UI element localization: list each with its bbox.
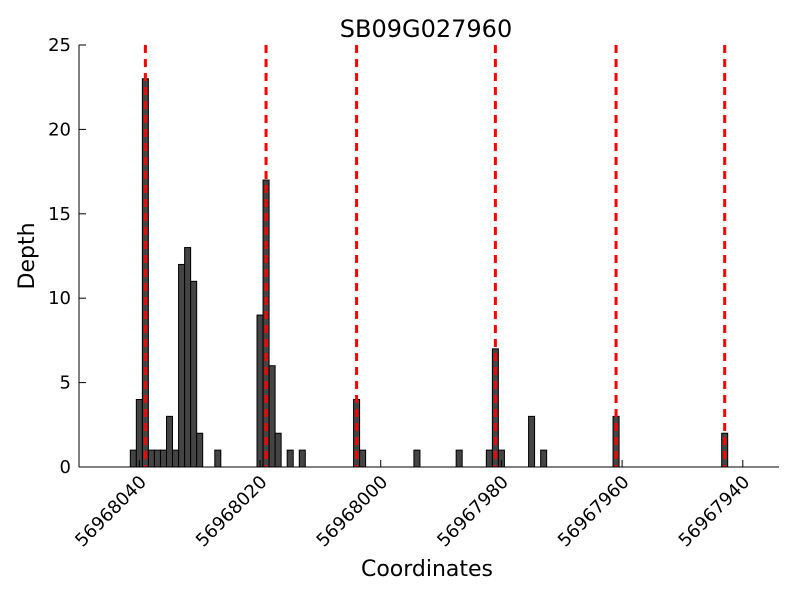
- x-tick-label-2: 56968000: [313, 472, 393, 552]
- depth-bar-5: [159, 449, 168, 468]
- depth-bar-16: [274, 432, 282, 468]
- depth-bar-13: [256, 314, 264, 468]
- y-tick-label-4: 20: [48, 119, 71, 140]
- depth-bar-8: [178, 263, 186, 468]
- depth-bar-22: [455, 449, 463, 468]
- depth-bar-15: [268, 365, 276, 468]
- depth-bar-27: [540, 449, 548, 468]
- y-tick-label-5: 25: [48, 35, 71, 56]
- axes-layer: 0 5 10 15 20 25 56968040 56968020 56968000 569679…: [48, 35, 779, 551]
- y-axis-label: Depth: [15, 222, 40, 289]
- x-tick-label-3: 56967980: [433, 472, 513, 552]
- depth-bar-6: [166, 415, 174, 468]
- y-tick-label-0: 0: [60, 457, 71, 478]
- bars-layer: [129, 78, 729, 468]
- x-tick-label-0: 56968040: [71, 472, 151, 552]
- depth-bar-3: [147, 449, 155, 468]
- x-tick-label-4: 56967960: [554, 472, 634, 552]
- depth-bar-12: [214, 449, 222, 468]
- depth-bar-21: [413, 449, 421, 468]
- x-axis-label: Coordinates: [361, 557, 493, 582]
- y-tick-label-1: 5: [60, 373, 71, 394]
- depth-bar-9: [184, 247, 192, 468]
- vlines-layer: [143, 45, 727, 467]
- depth-bar-1: [135, 398, 143, 468]
- depth-bar-0: [129, 449, 137, 468]
- y-tick-label-3: 15: [48, 204, 71, 225]
- depth-bar-26: [528, 415, 536, 468]
- depth-bar-23: [485, 449, 493, 468]
- depth-bar-4: [153, 449, 161, 468]
- y-tick-label-2: 10: [48, 288, 71, 309]
- x-tick-label-1: 56968020: [192, 472, 272, 552]
- depth-bar-7: [172, 449, 180, 468]
- depth-bar-20: [359, 449, 367, 468]
- depth-bar-10: [190, 280, 198, 468]
- chart-title: SB09G027960: [340, 15, 512, 43]
- depth-bar-11: [196, 432, 204, 468]
- depth-bar-24: [491, 348, 499, 468]
- x-tick-label-5: 56967940: [675, 472, 755, 552]
- depth-bar-18: [298, 449, 306, 468]
- depth-bar-17: [286, 449, 294, 468]
